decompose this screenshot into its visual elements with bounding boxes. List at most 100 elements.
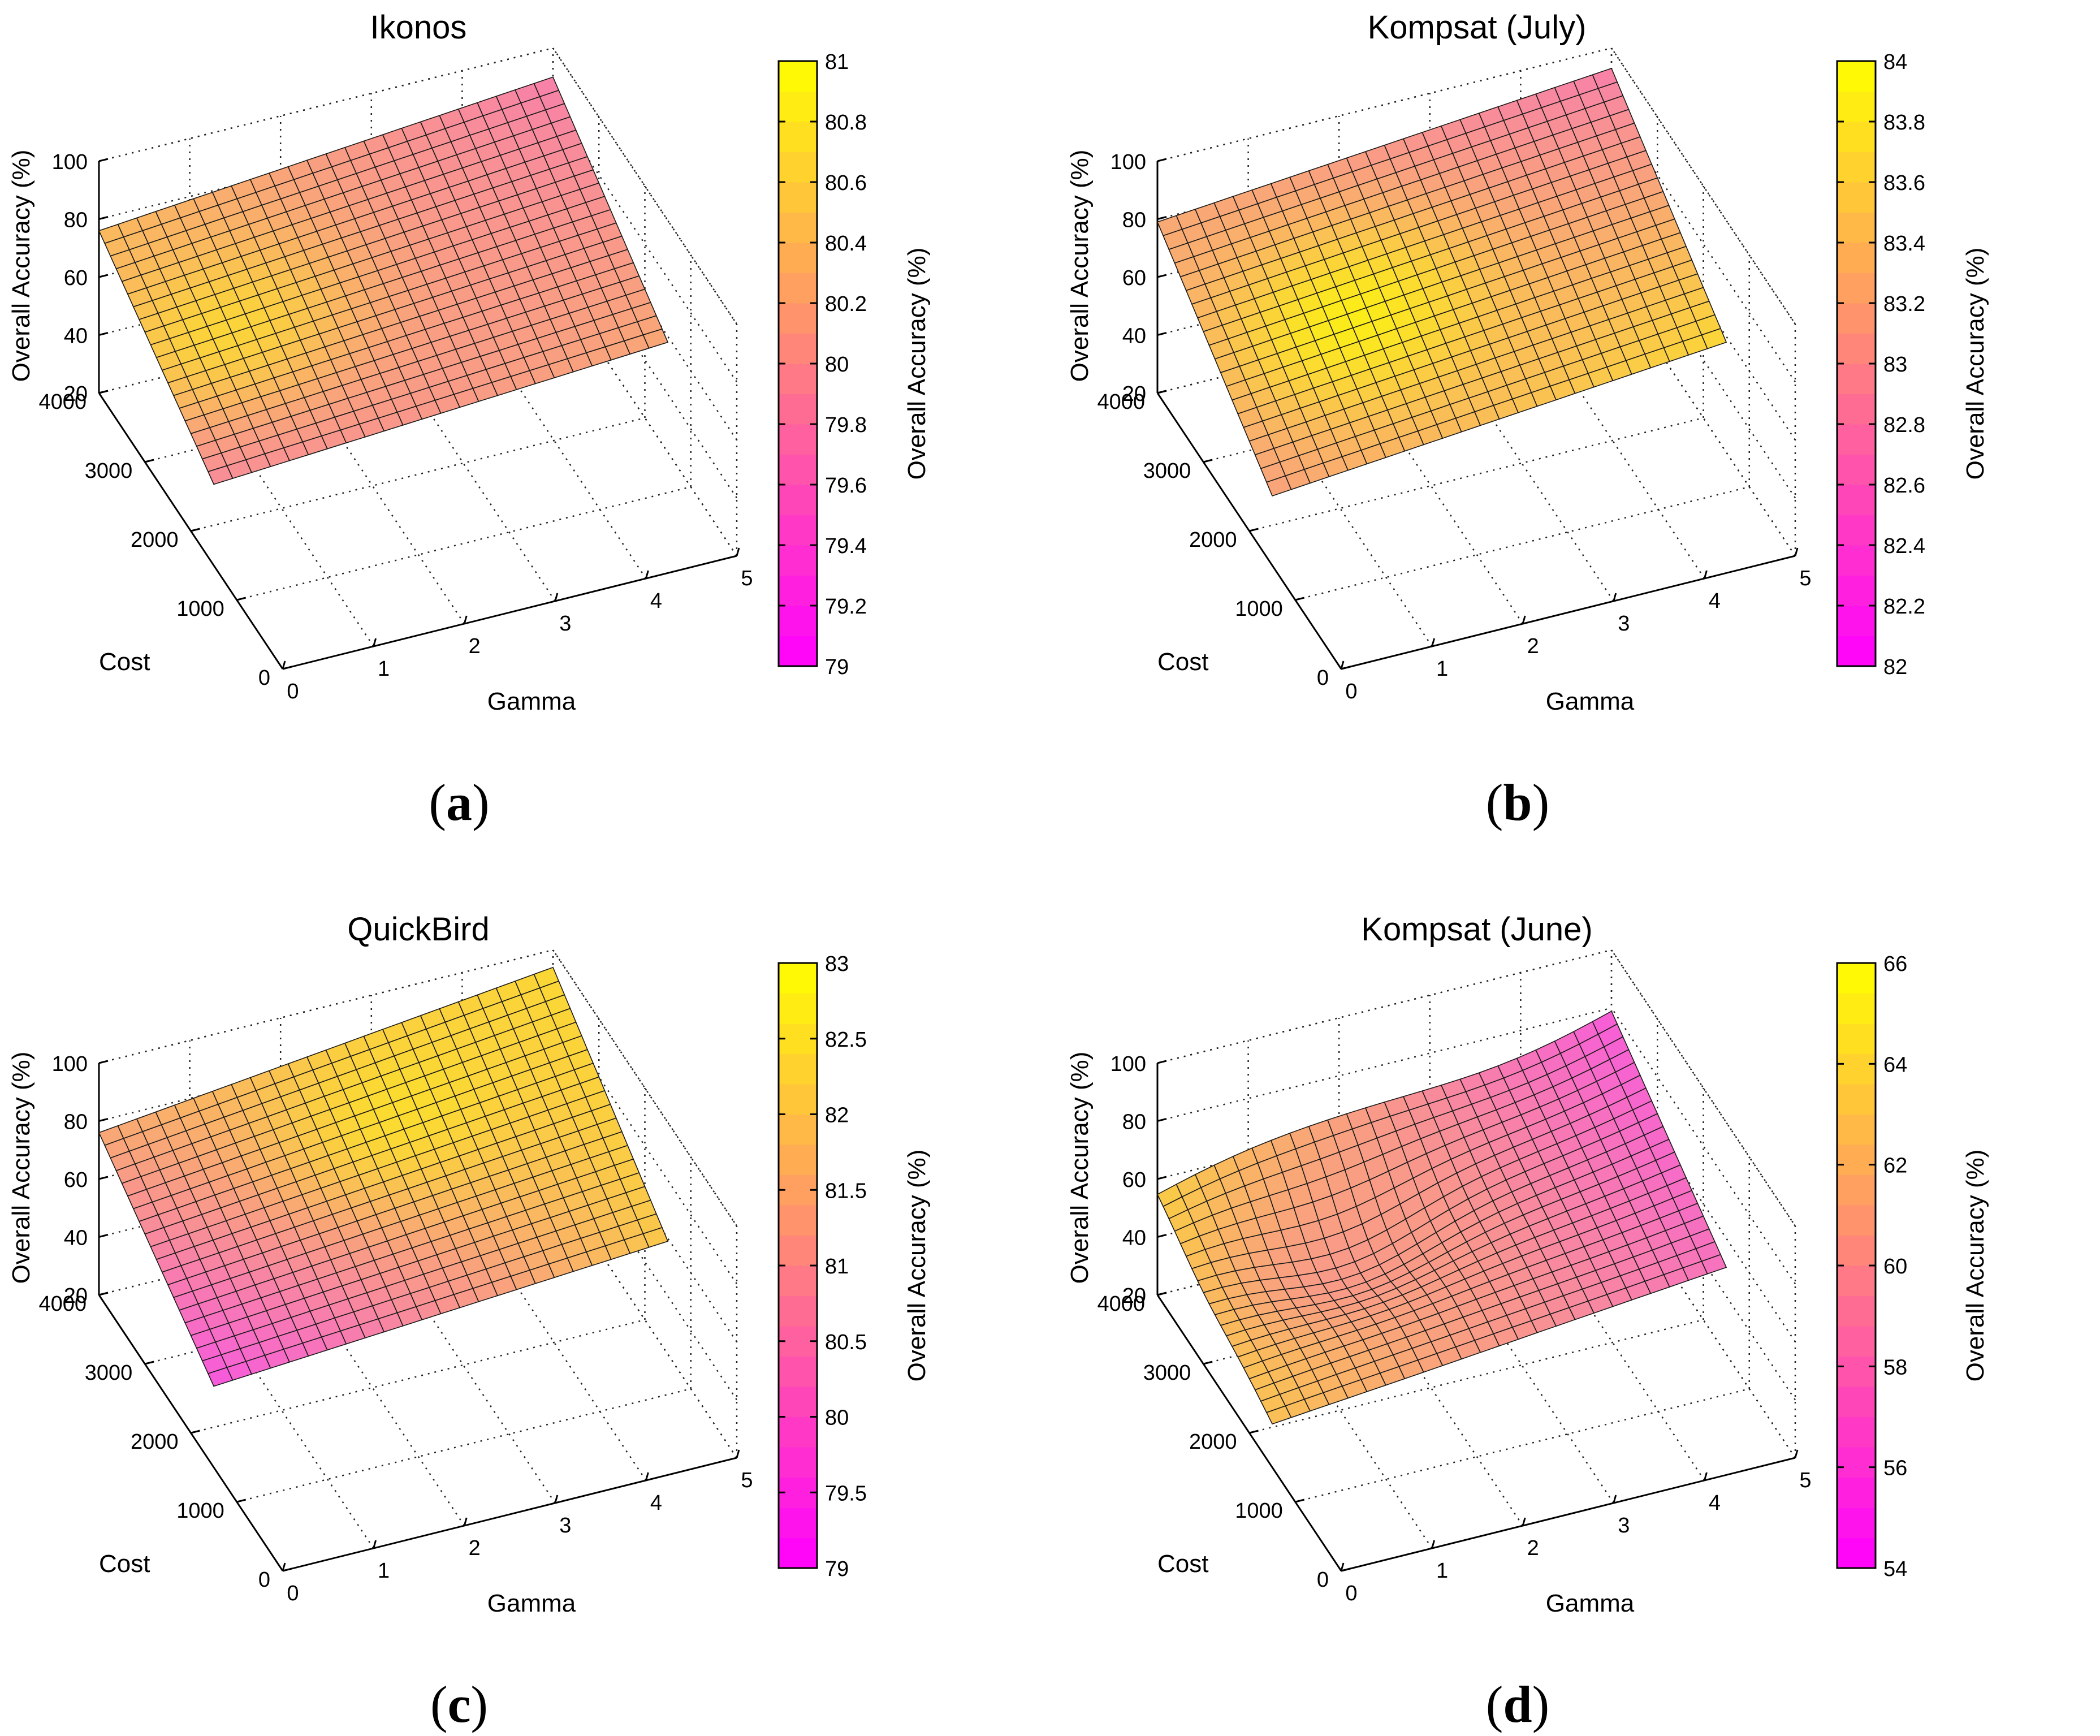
colorbar-tick-label: 79 [825,1557,849,1581]
z-tick-label: 60 [1122,266,1146,290]
colorbar-segment [779,1357,817,1387]
colorbar-tick-label: 83.6 [1883,171,1925,195]
colorbar-tick-label: 79.4 [825,534,867,558]
y-axis-label: Cost [1157,648,1208,676]
colorbar-segment [1837,364,1876,394]
panel-label: (d) [1486,1675,1549,1733]
y-tick-label: 3000 [1143,1361,1191,1385]
colorbar-segment [1837,92,1876,122]
colorbar-tick-label: 82.8 [1883,413,1925,437]
colorbar-segment [779,182,817,213]
y-tick-label: 1000 [176,597,224,621]
colorbar-segment [779,1538,817,1569]
x-axis-label: Gamma [1546,688,1635,715]
colorbar-segment [1837,303,1876,334]
z-tick-label: 40 [64,325,88,348]
colorbar-tick-label: 83 [825,952,849,976]
colorbar-segment [779,61,817,92]
colorbar-tick-label: 83.4 [1883,232,1925,256]
x-tick-label: 2 [1527,1536,1539,1560]
x-tick-label: 2 [469,1536,481,1560]
colorbar-segment [779,92,817,122]
colorbar-tick-label: 79 [825,655,849,679]
colorbar-segment [779,1508,817,1538]
colorbar-segment [779,273,817,304]
colorbar-segment [1837,1205,1876,1236]
colorbar-segment [779,1417,817,1448]
panel-label-letter: b [1503,774,1532,831]
colorbar-segment [779,1054,817,1085]
colorbar-segment [1837,273,1876,304]
colorbar-tick-label: 80.8 [825,111,867,135]
colorbar-segment [1837,394,1876,425]
colorbar-segment [779,1447,817,1478]
colorbar-segment [1837,122,1876,152]
colorbar-segment [779,994,817,1024]
colorbar-segment [1837,213,1876,243]
panel-label: (b) [1486,774,1549,831]
y-axis-label: Cost [99,1550,150,1578]
z-axis-label: Overall Accuracy (%) [7,1052,35,1284]
colorbar-tick-label: 81 [825,50,849,74]
colorbar-tick-label: 82.5 [825,1028,867,1052]
colorbar-segment [1837,1508,1876,1538]
x-axis-label: Gamma [487,1590,576,1617]
colorbar-tick-label: 81 [825,1255,849,1279]
colorbar-segment [1837,243,1876,273]
colorbar-segment [779,455,817,485]
colorbar-segment [779,424,817,455]
colorbar-segment [779,515,817,546]
z-tick-label: 60 [64,266,88,290]
colorbar-segment [779,485,817,515]
colorbar-tick-label: 62 [1883,1154,1907,1178]
colorbar-segment [1837,1478,1876,1508]
colorbar-tick-label: 80 [825,1406,849,1430]
colorbar-segment [1837,1326,1876,1357]
colorbar-segment [779,1115,817,1145]
colorbar-segment [779,1387,817,1417]
colorbar-segment [779,1084,817,1115]
colorbar-tick-label: 82 [1883,655,1907,679]
colorbar-segment [1837,1054,1876,1085]
colorbar-segment [1837,1266,1876,1296]
y-tick-label: 1000 [1235,1499,1283,1523]
colorbar-segment [1837,545,1876,576]
x-tick-label: 1 [1436,1559,1448,1583]
colorbar-segment [779,1236,817,1266]
z-axis-label: Overall Accuracy (%) [1066,150,1094,382]
x-tick-label: 4 [1709,1491,1721,1515]
colorbar-segment [1837,1447,1876,1478]
colorbar-segment [779,576,817,606]
y-tick-label: 1000 [1235,597,1283,621]
y-axis-label: Cost [99,648,150,676]
colorbar-segment [1837,576,1876,606]
z-tick-label: 100 [1111,150,1146,174]
colorbar-segment [1837,1357,1876,1387]
colorbar-segment [779,1205,817,1236]
colorbar-segment [1837,963,1876,994]
y-tick-label: 3000 [85,459,133,483]
colorbar-segment [1837,636,1876,667]
panel-label: (c) [430,1675,488,1733]
colorbar-tick-label: 79.2 [825,595,867,619]
panel-label-letter: c [448,1675,471,1733]
z-tick-label: 80 [1122,1111,1146,1134]
panel-label-open-paren: ( [429,774,446,831]
colorbar-tick-label: 80.2 [825,292,867,316]
colorbar-tick-label: 82.2 [1883,595,1925,619]
x-axis-label: Gamma [1546,1590,1635,1617]
z-tick-label: 80 [1122,209,1146,232]
colorbar-segment [779,1266,817,1296]
colorbar-label: Overall Accuracy (%) [1961,1150,1989,1382]
z-tick-label: 60 [1122,1168,1146,1192]
x-tick-label: 5 [1799,1469,1811,1492]
y-tick-label: 0 [1317,1568,1329,1592]
colorbar-segment [779,545,817,576]
colorbar-segment [1837,1024,1876,1054]
colorbar-segment [779,334,817,364]
colorbar-segment [1837,424,1876,455]
colorbar-tick-label: 54 [1883,1557,1907,1581]
colorbar-segment [779,963,817,994]
colorbar-segment [1837,61,1876,92]
z-tick-label: 20 [64,1284,88,1308]
